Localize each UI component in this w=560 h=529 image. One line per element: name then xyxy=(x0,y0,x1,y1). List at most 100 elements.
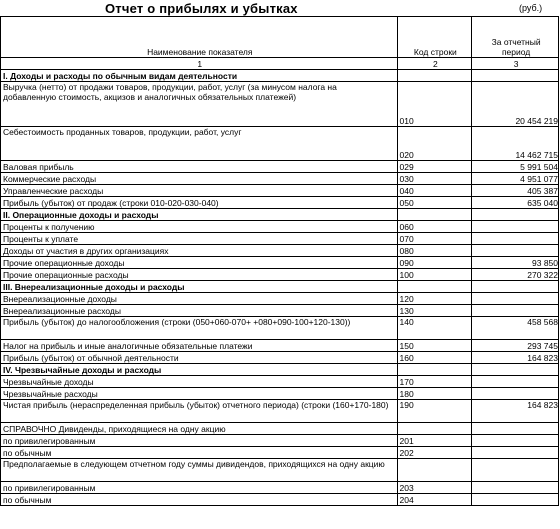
row-code: 180 xyxy=(396,387,473,400)
row-code: 100 xyxy=(396,268,473,281)
row-code xyxy=(396,458,473,482)
row-label: по привилегированным xyxy=(0,434,398,447)
row-label: Внереализационные расходы xyxy=(0,304,398,317)
table-row: Прибыль (убыток) от продаж (строки 010-0… xyxy=(0,196,559,209)
row-label: Предполагаемые в следующем отчетном году… xyxy=(0,458,398,482)
row-code: 204 xyxy=(396,493,473,506)
row-value: 4 951 077 xyxy=(471,172,559,185)
row-label: Чрезвычайные расходы xyxy=(0,387,398,400)
row-label: Себестоимость проданных товаров, продукц… xyxy=(0,126,398,161)
row-label: Прочие операционные доходы xyxy=(0,256,398,269)
row-value xyxy=(471,280,559,293)
table-row: по привилегированным 201 xyxy=(0,434,559,447)
row-label: Внереализационные доходы xyxy=(0,292,398,305)
index-2: 2 xyxy=(396,57,473,70)
row-value xyxy=(471,434,559,447)
table-row: Внереализационные расходы 130 xyxy=(0,304,559,317)
row-value xyxy=(471,208,559,221)
row-value: 270 322 xyxy=(471,268,559,281)
row-value: 635 040 xyxy=(471,196,559,209)
table-row: Прибыль (убыток) до налогообложения (стр… xyxy=(0,316,559,340)
row-value xyxy=(471,422,559,435)
table-row: Предполагаемые в следующем отчетном году… xyxy=(0,458,559,482)
row-code: 190 xyxy=(396,399,473,423)
row-code: 060 xyxy=(396,220,473,233)
row-code: 160 xyxy=(396,351,473,364)
index-1: 1 xyxy=(0,57,398,70)
row-value: 458 568 xyxy=(471,316,559,340)
index-row: 1 2 3 xyxy=(0,57,559,70)
table-row: Чрезвычайные расходы 180 xyxy=(0,387,559,400)
row-label: Управленческие расходы xyxy=(0,184,398,197)
row-value: 14 462 715 xyxy=(471,126,559,161)
row-code: 020 xyxy=(396,126,473,161)
table-row: Проценты к уплате 070 xyxy=(0,232,559,245)
row-code xyxy=(396,69,473,82)
table-row: Доходы от участия в других организациях 0… xyxy=(0,244,559,257)
row-value xyxy=(471,375,559,388)
header-code: Код строки xyxy=(396,16,473,58)
report-table: Наименование показателя Код строки За от… xyxy=(0,16,559,506)
row-label: Налог на прибыль и иные аналогичные обяз… xyxy=(0,339,398,352)
row-code: 090 xyxy=(396,256,473,269)
row-value: 93 850 xyxy=(471,256,559,269)
table-row: по привилегированным 203 xyxy=(0,481,559,494)
row-value xyxy=(471,220,559,233)
table-row: Себестоимость проданных товаров, продукц… xyxy=(0,126,559,161)
row-label: по привилегированным xyxy=(0,481,398,494)
row-code: 202 xyxy=(396,446,473,459)
row-label: Прибыль (убыток) от обычной деятельности xyxy=(0,351,398,364)
row-value: 5 991 504 xyxy=(471,160,559,173)
row-label: по обычным xyxy=(0,493,398,506)
row-value xyxy=(471,244,559,257)
table-row: Внереализационные доходы 120 xyxy=(0,292,559,305)
row-code: 203 xyxy=(396,481,473,494)
row-value xyxy=(471,304,559,317)
table-row: по обычным 204 xyxy=(0,493,559,506)
header-row: Наименование показателя Код строки За от… xyxy=(0,16,559,58)
row-value: 164 823 xyxy=(471,351,559,364)
row-code: 029 xyxy=(396,160,473,173)
row-code: 080 xyxy=(396,244,473,257)
row-code xyxy=(396,363,473,376)
row-label: Чрезвычайные доходы xyxy=(0,375,398,388)
header-name: Наименование показателя xyxy=(0,16,398,58)
row-value: 293 745 xyxy=(471,339,559,352)
row-label: Проценты к уплате xyxy=(0,232,398,245)
table-row: Прочие операционные доходы 090 93 850 xyxy=(0,256,559,269)
row-code: 150 xyxy=(396,339,473,352)
row-value xyxy=(471,458,559,482)
table-row: IV. Чрезвычайные доходы и расходы xyxy=(0,363,559,376)
row-code: 170 xyxy=(396,375,473,388)
table-row: Налог на прибыль и иные аналогичные обяз… xyxy=(0,339,559,352)
table-row: Чрезвычайные доходы 170 xyxy=(0,375,559,388)
table-row: III. Внереализационные доходы и расходы xyxy=(0,280,559,293)
row-value xyxy=(471,493,559,506)
row-code xyxy=(396,208,473,221)
header-period: За отчетный период xyxy=(471,16,559,58)
table-row: II. Операционные доходы и расходы xyxy=(0,208,559,221)
section-heading: III. Внереализационные доходы и расходы xyxy=(0,280,398,293)
row-code: 130 xyxy=(396,304,473,317)
row-value xyxy=(471,363,559,376)
row-label: Прочие операционные расходы xyxy=(0,268,398,281)
row-label: Прибыль (убыток) до налогообложения (стр… xyxy=(0,316,398,340)
row-value xyxy=(471,292,559,305)
row-code: 050 xyxy=(396,196,473,209)
table-row: Выручка (нетто) от продажи товаров, прод… xyxy=(0,81,559,127)
row-code: 140 xyxy=(396,316,473,340)
report-title: Отчет о прибылях и убытках xyxy=(105,1,298,16)
row-label: Чистая прибыль (нераспределенная прибыль… xyxy=(0,399,398,423)
row-label: Доходы от участия в других организациях xyxy=(0,244,398,257)
row-code xyxy=(396,280,473,293)
row-value: 164 823 xyxy=(471,399,559,423)
row-value: 405 387 xyxy=(471,184,559,197)
row-code xyxy=(396,422,473,435)
table-row: Чистая прибыль (нераспределенная прибыль… xyxy=(0,399,559,423)
table-row: Коммерческие расходы 030 4 951 077 xyxy=(0,172,559,185)
row-label: Прибыль (убыток) от продаж (строки 010-0… xyxy=(0,196,398,209)
index-3: 3 xyxy=(471,57,559,70)
row-code: 030 xyxy=(396,172,473,185)
table-row: Прибыль (убыток) от обычной деятельности… xyxy=(0,351,559,364)
